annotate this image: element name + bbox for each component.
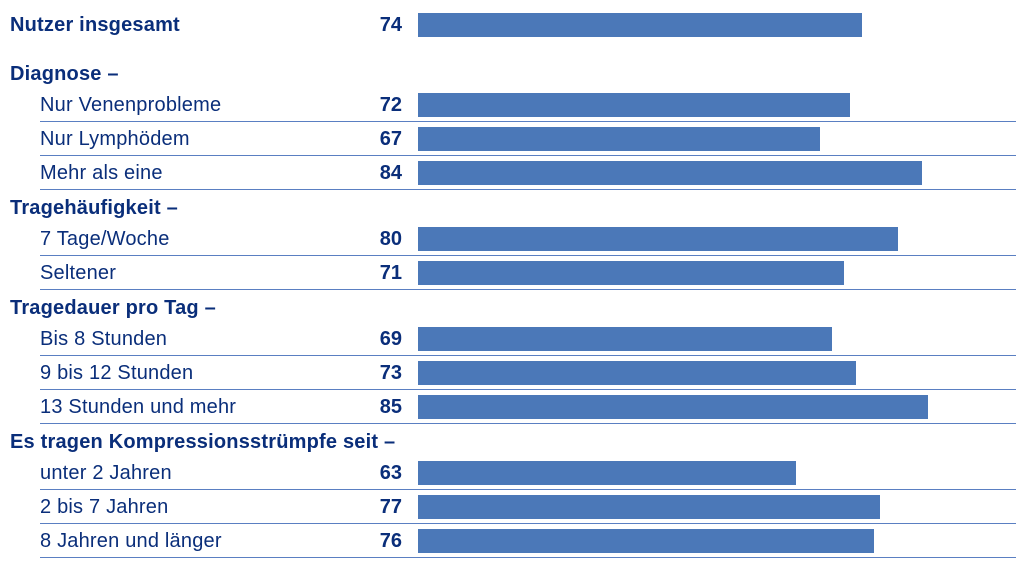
label-column: 13 Stunden und mehr85: [10, 396, 410, 419]
bar-row: 9 bis 12 Stunden73: [10, 356, 1016, 390]
bar-column: [410, 524, 1016, 558]
section-header-label: Tragehäufigkeit –: [10, 197, 178, 220]
bar: [418, 93, 850, 117]
label-column: Nutzer insgesamt74: [10, 14, 410, 37]
bar-column: [410, 456, 1016, 490]
bar: [418, 261, 844, 285]
label-column: Mehr als eine84: [10, 162, 410, 185]
label-column: 9 bis 12 Stunden73: [10, 362, 410, 385]
bar-row: Seltener71: [10, 256, 1016, 290]
bar: [418, 127, 820, 151]
row-label: Mehr als eine: [40, 162, 360, 185]
spacer: [10, 42, 1016, 56]
bar-column: [410, 256, 1016, 290]
bar-row: 13 Stunden und mehr85: [10, 390, 1016, 424]
row-value: 69: [360, 328, 410, 351]
section-header-label: Diagnose –: [10, 63, 119, 86]
row-value: 77: [360, 496, 410, 519]
row-label: 9 bis 12 Stunden: [40, 362, 360, 385]
row-label: Bis 8 Stunden: [40, 328, 360, 351]
label-column: 8 Jahren und länger76: [10, 530, 410, 553]
bar-column: [410, 88, 1016, 122]
bar: [418, 227, 898, 251]
bar: [418, 161, 922, 185]
row-value: 72: [360, 94, 410, 117]
row-value: 84: [360, 162, 410, 185]
bar: [418, 395, 928, 419]
row-value: 71: [360, 262, 410, 285]
bar-row: 8 Jahren und länger76: [10, 524, 1016, 558]
bar-column: [410, 8, 1016, 42]
row-value: 80: [360, 228, 410, 251]
bar-row: Nur Venenprobleme72: [10, 88, 1016, 122]
label-column: 7 Tage/Woche80: [10, 228, 410, 251]
bar-row: 2 bis 7 Jahren77: [10, 490, 1016, 524]
bar-row: 7 Tage/Woche80: [10, 222, 1016, 256]
row-label: 2 bis 7 Jahren: [40, 496, 360, 519]
section-header: Es tragen Kompressionsstrümpfe seit –: [10, 424, 1016, 456]
row-value: 76: [360, 530, 410, 553]
row-label: unter 2 Jahren: [40, 462, 360, 485]
row-value: 85: [360, 396, 410, 419]
bar-row: unter 2 Jahren63: [10, 456, 1016, 490]
bar-column: [410, 222, 1016, 256]
bar: [418, 461, 796, 485]
label-column: Nur Lymphödem67: [10, 128, 410, 151]
row-label: Nur Lymphödem: [40, 128, 360, 151]
label-column: 2 bis 7 Jahren77: [10, 496, 410, 519]
bar-row: Nutzer insgesamt74: [10, 8, 1016, 42]
row-label: 13 Stunden und mehr: [40, 396, 360, 419]
row-value: 67: [360, 128, 410, 151]
label-column: unter 2 Jahren63: [10, 462, 410, 485]
row-value: 73: [360, 362, 410, 385]
section-header: Diagnose –: [10, 56, 1016, 88]
bar-column: [410, 322, 1016, 356]
bar: [418, 361, 856, 385]
bar: [418, 13, 862, 37]
bar: [418, 327, 832, 351]
row-label: Nutzer insgesamt: [10, 14, 360, 37]
bar-row: Nur Lymphödem67: [10, 122, 1016, 156]
section-header-label: Es tragen Kompressionsstrümpfe seit –: [10, 431, 395, 454]
bar-column: [410, 490, 1016, 524]
label-column: Nur Venenprobleme72: [10, 94, 410, 117]
section-header: Tragehäufigkeit –: [10, 190, 1016, 222]
section-header-label: Tragedauer pro Tag –: [10, 297, 216, 320]
bar-row: Bis 8 Stunden69: [10, 322, 1016, 356]
bar-column: [410, 390, 1016, 424]
bar: [418, 529, 874, 553]
bar-column: [410, 122, 1016, 156]
row-value: 63: [360, 462, 410, 485]
row-label: Seltener: [40, 262, 360, 285]
row-label: Nur Venenprobleme: [40, 94, 360, 117]
bar: [418, 495, 880, 519]
bar-column: [410, 156, 1016, 190]
section-header: Tragedauer pro Tag –: [10, 290, 1016, 322]
bar-column: [410, 356, 1016, 390]
label-column: Seltener71: [10, 262, 410, 285]
row-label: 7 Tage/Woche: [40, 228, 360, 251]
row-value: 74: [360, 14, 410, 37]
horizontal-bar-chart: Nutzer insgesamt74 Diagnose – Nur Venenpro…: [0, 0, 1026, 570]
bar-row: Mehr als eine84: [10, 156, 1016, 190]
label-column: Bis 8 Stunden69: [10, 328, 410, 351]
row-label: 8 Jahren und länger: [40, 530, 360, 553]
